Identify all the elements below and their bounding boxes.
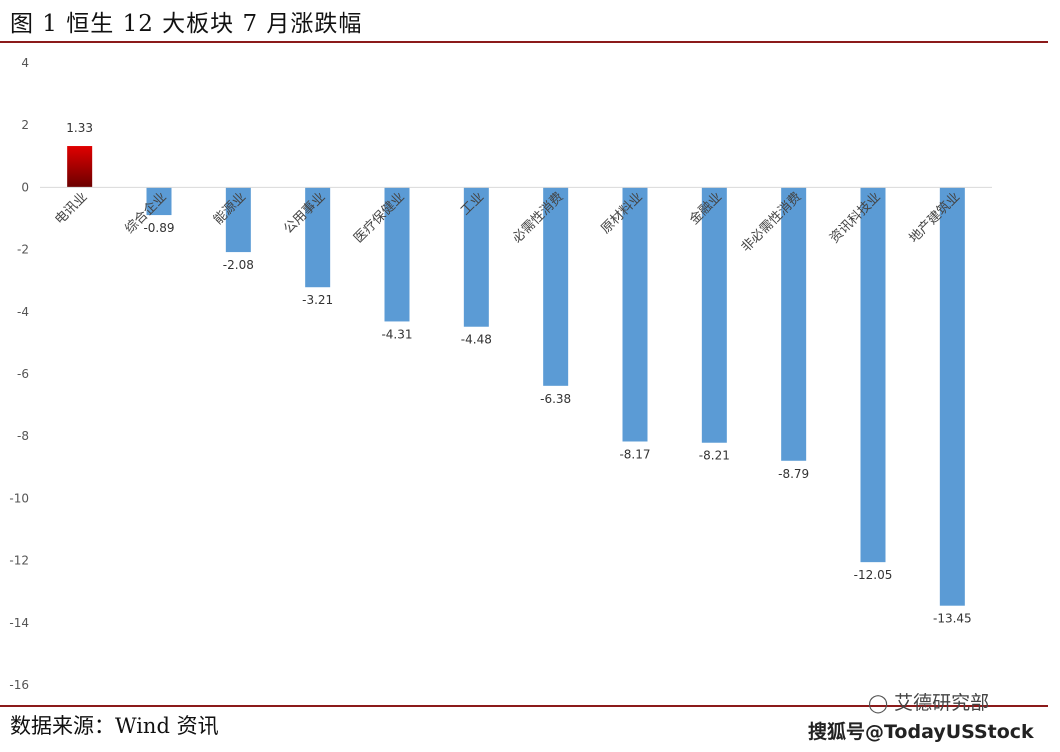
bar — [543, 187, 569, 386]
data-label: -3.21 — [302, 293, 333, 307]
title-divider — [0, 41, 1048, 43]
bars-group — [67, 146, 965, 606]
y-axis: 4 2 0 -2 -4 -6 -8 -10 -12 -14 -16 — [9, 56, 29, 692]
bar — [939, 187, 965, 606]
y-tick-label: 4 — [21, 56, 29, 70]
bar — [463, 187, 489, 327]
figure-title: 图 1 恒生 12 大板块 7 月涨跌幅 — [10, 11, 363, 37]
data-label: -4.31 — [381, 327, 412, 341]
source-divider — [0, 705, 1048, 707]
y-tick-label: -12 — [9, 554, 29, 568]
y-tick-label: -10 — [9, 491, 29, 505]
data-label: -8.79 — [778, 467, 809, 481]
y-tick-label: -14 — [9, 616, 29, 630]
watermark-account: ◯ 艾德研究部 — [868, 688, 989, 715]
data-label: -6.38 — [540, 392, 571, 406]
data-label: -0.89 — [143, 221, 174, 235]
bar — [622, 187, 648, 442]
y-tick-label: 2 — [21, 118, 29, 132]
y-tick-label: 0 — [21, 180, 29, 194]
bar — [701, 187, 727, 443]
data-label: -8.17 — [619, 447, 650, 461]
y-tick-label: -4 — [17, 305, 29, 319]
bar — [781, 187, 807, 461]
y-tick-label: -16 — [9, 678, 29, 692]
data-label: -12.05 — [854, 568, 893, 582]
bar — [305, 187, 331, 288]
bar — [384, 187, 410, 322]
y-tick-label: -8 — [17, 429, 29, 443]
y-tick-label: -2 — [17, 243, 29, 257]
bar — [67, 146, 93, 188]
category-labels-group: 电讯业 综合企业 能源业 公用事业 医疗保健业 工业 必需性消费 原材料业 金融业 非必需性消费资… — [52, 189, 963, 255]
bar — [860, 187, 886, 563]
source-note: 数据来源：Wind 资讯 — [10, 714, 219, 738]
watermark-account-text: 艾德研究部 — [894, 692, 990, 714]
data-label: -4.48 — [461, 333, 492, 347]
data-label: -13.45 — [933, 612, 972, 626]
bar — [225, 187, 251, 253]
wechat-icon: ◯ — [868, 693, 889, 714]
data-label: 1.33 — [66, 121, 93, 135]
data-labels-group: 1.33 -0.89 -2.08 -3.21 -4.31 -4.48 -6.38 -8.17 -… — [66, 121, 971, 626]
bar-chart: 4 2 0 -2 -4 -6 -8 -10 -12 -14 -16 1.33 -0.89 -2.08 -3… — [9, 56, 992, 692]
category-label: 电讯业 — [52, 190, 90, 228]
data-label: -2.08 — [223, 258, 254, 272]
watermark-site: 搜狐号@TodayUSStock — [808, 721, 1034, 743]
bar — [146, 187, 172, 216]
y-tick-label: -6 — [17, 367, 29, 381]
data-label: -8.21 — [699, 449, 730, 463]
